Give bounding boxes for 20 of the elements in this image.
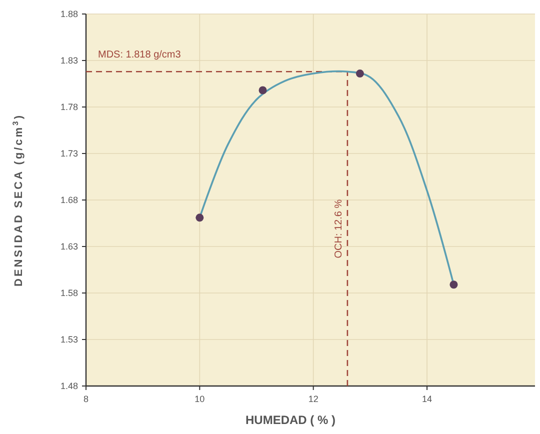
ref-line-label: OCH: 12.6 % <box>333 199 344 258</box>
ref-line-label: MDS: 1.818 g/cm3 <box>98 50 182 61</box>
y-tick-label: 1.78 <box>60 102 78 112</box>
point <box>450 280 458 289</box>
y-tick-label: 1.63 <box>60 242 78 252</box>
point <box>258 86 267 94</box>
y-tick-label: 1.83 <box>60 56 78 66</box>
y-tick-label: 1.48 <box>60 381 78 392</box>
x-tick-label: 12 <box>308 394 318 404</box>
x-tick-label: 14 <box>422 394 432 404</box>
y-tick-label: 1.58 <box>60 288 78 298</box>
y-tick-label: 1.88 <box>60 9 78 20</box>
x-tick-label: 10 <box>194 394 205 404</box>
point <box>196 214 204 222</box>
point <box>356 70 364 78</box>
y-tick-label: 1.53 <box>60 334 78 345</box>
y-tick-label: 1.68 <box>60 195 78 206</box>
x-axis-title: HUMEDAD ( % ) <box>246 413 336 427</box>
y-tick-label: 1.73 <box>60 148 78 159</box>
x-tick-label: 8 <box>83 394 89 404</box>
